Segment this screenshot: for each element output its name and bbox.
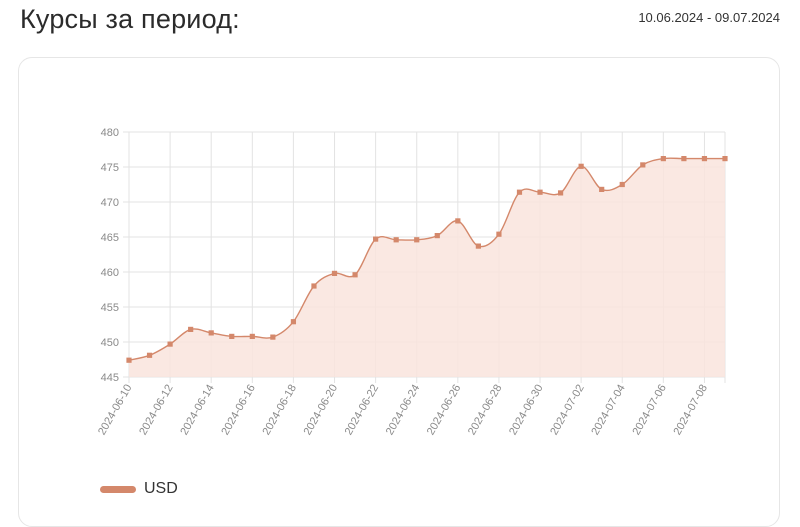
x-axis: 2024-06-10 2024-06-12 2024-06-14 2024-06-16… (96, 383, 710, 438)
x-tick-label: 2024-06-20 (302, 383, 341, 438)
data-point[interactable] (270, 334, 276, 340)
data-point[interactable] (331, 270, 338, 276)
x-tick-label: 2024-07-04 (589, 383, 628, 438)
x-tick-label: 2024-06-26 (425, 383, 464, 438)
y-tick-label: 465 (101, 232, 119, 244)
data-point[interactable] (188, 326, 194, 332)
data-point[interactable] (557, 190, 564, 196)
data-point[interactable] (126, 357, 132, 363)
data-point[interactable] (208, 330, 214, 336)
y-tick-label: 470 (101, 197, 119, 209)
x-tick-label: 2024-06-10 (96, 383, 135, 438)
x-tick-label: 2024-06-12 (137, 383, 176, 438)
data-point[interactable] (229, 333, 235, 339)
data-point[interactable] (393, 237, 399, 243)
data-point[interactable] (475, 243, 481, 249)
data-point[interactable] (619, 181, 625, 188)
x-tick-label: 2024-06-14 (178, 383, 217, 438)
point-layer (126, 156, 728, 363)
x-tick-label: 2024-07-02 (548, 383, 587, 438)
x-tick-label: 2024-06-24 (384, 383, 423, 438)
x-tick-label: 2024-07-06 (630, 383, 669, 438)
y-tick-label: 445 (101, 372, 119, 384)
data-point[interactable] (414, 237, 420, 243)
date-range: 10.06.2024 - 09.07.2024 (638, 10, 780, 25)
legend-label-usd: USD (144, 480, 178, 497)
data-point[interactable] (352, 272, 358, 278)
y-tick-label: 480 (101, 127, 119, 139)
x-tick-label: 2024-07-08 (672, 383, 711, 438)
data-point[interactable] (290, 319, 297, 325)
y-tick-label: 460 (101, 267, 119, 279)
series-area-usd (129, 158, 725, 377)
data-point[interactable] (722, 156, 728, 162)
data-point[interactable] (701, 156, 708, 162)
y-tick-label: 455 (101, 302, 119, 314)
area-layer (128, 157, 725, 377)
data-point[interactable] (311, 283, 317, 289)
data-point[interactable] (537, 189, 543, 195)
chart-card: 445 450 455 460 465 470 475 480 2024-06-10 2024-… (18, 57, 780, 527)
x-tick-label: 2024-06-18 (260, 383, 299, 438)
x-tick-label: 2024-06-28 (466, 383, 505, 438)
y-tick-label: 475 (101, 162, 119, 174)
legend[interactable]: USD (100, 480, 178, 498)
page-title: Курсы за период: (20, 4, 240, 34)
data-point[interactable] (455, 218, 461, 224)
data-point[interactable] (578, 163, 584, 169)
x-tick-label: 2024-06-30 (507, 383, 546, 438)
data-point[interactable] (146, 352, 153, 358)
legend-swatch-usd (100, 485, 136, 493)
y-tick-label: 450 (101, 337, 119, 349)
data-point[interactable] (434, 233, 440, 239)
x-tick-label: 2024-06-16 (219, 383, 258, 438)
data-point[interactable] (249, 333, 255, 339)
data-point[interactable] (516, 189, 523, 195)
data-point[interactable] (167, 341, 173, 347)
x-tick-label: 2024-06-22 (343, 383, 382, 438)
y-axis: 445 450 455 460 465 470 475 480 (101, 127, 119, 384)
data-point[interactable] (373, 236, 379, 242)
data-point[interactable] (681, 156, 687, 162)
data-point[interactable] (640, 162, 646, 168)
data-point[interactable] (660, 156, 666, 162)
data-point[interactable] (496, 231, 502, 237)
data-point[interactable] (599, 186, 605, 192)
